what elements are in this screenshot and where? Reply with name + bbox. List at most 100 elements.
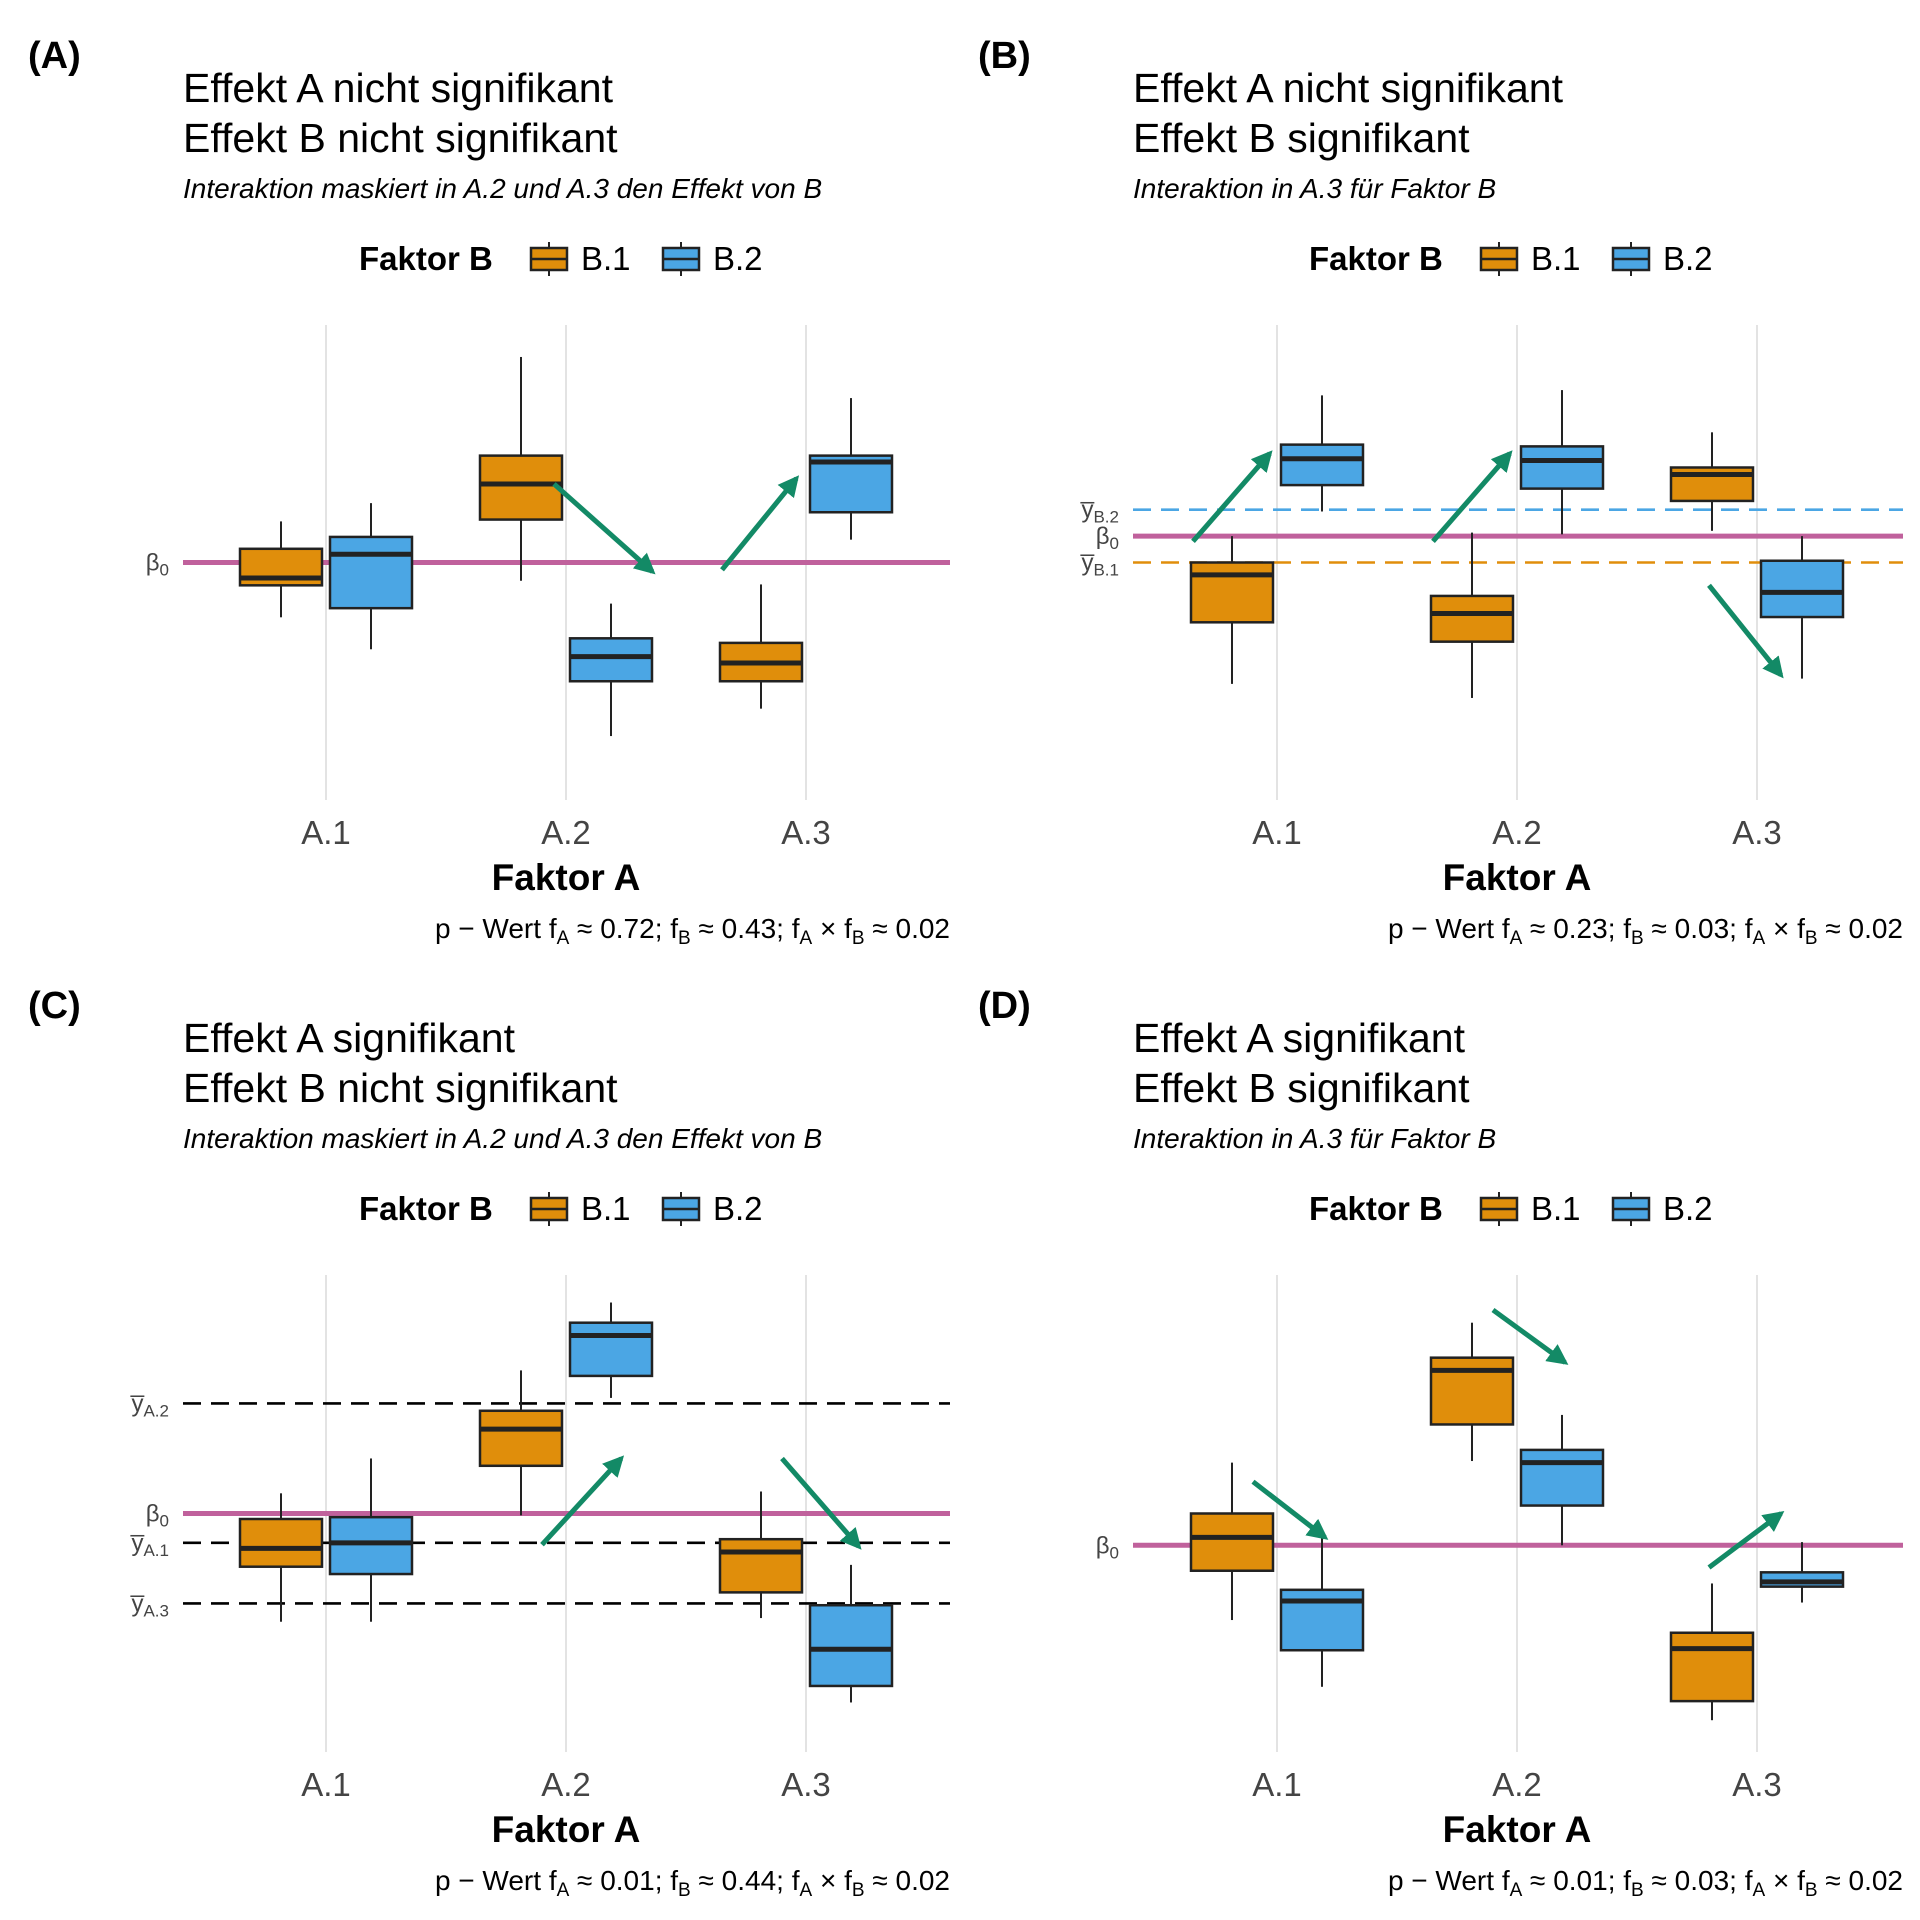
legend: Faktor B B.1 B.2 [1309, 1190, 1713, 1227]
iqr-box [328, 535, 414, 610]
box-a-2-b-2 [568, 1302, 654, 1398]
chart-subtitle: Interaktion in A.3 für Faktor B [1133, 173, 1496, 204]
iqr-box [1189, 1512, 1275, 1572]
box-a-1-b-1 [238, 521, 324, 618]
x-tick-label: A.3 [781, 1766, 831, 1803]
x-axis-label: Faktor A [492, 1809, 641, 1850]
legend-label: B.2 [1663, 1190, 1713, 1227]
box-a-3-b-2 [808, 1564, 894, 1703]
chart-title-line: Effekt A signifikant [1133, 1015, 1466, 1061]
legend-key-b-2 [661, 242, 701, 276]
chart-subtitle: Interaktion maskiert in A.2 und A.3 den … [183, 173, 822, 204]
iqr-box [808, 1603, 894, 1688]
box-a-3-b-1 [1669, 1583, 1755, 1721]
y-annotation-a-3: y̅A.3 [130, 1590, 169, 1620]
legend-key-b-2 [1611, 1192, 1651, 1226]
iqr-box [1759, 559, 1845, 619]
panel-label: (B) [978, 35, 1031, 77]
y-annotation-0: β0 [1096, 1532, 1119, 1562]
chart-title-line: Effekt B signifikant [1133, 115, 1470, 161]
x-tick-label: A.2 [541, 1766, 591, 1803]
iqr-box [1519, 445, 1605, 490]
legend-title: Faktor B [1309, 1190, 1443, 1227]
chart-title-line: Effekt A nicht signifikant [183, 65, 614, 111]
x-tick-label: A.1 [1252, 814, 1302, 851]
x-axis-label: Faktor A [1443, 1809, 1592, 1850]
box-a-1-b-1 [238, 1493, 324, 1622]
interaction-arrow [1251, 1479, 1329, 1540]
box-a-1-b-1 [1189, 536, 1275, 684]
iqr-box [718, 1537, 804, 1594]
iqr-box [478, 454, 564, 521]
interaction-arrow [780, 1456, 862, 1550]
interaction-arrow [720, 475, 800, 572]
legend-title: Faktor B [359, 1190, 493, 1227]
p-value-caption: p − Wert fA ≈ 0.72; fB ≈ 0.43; fA × fB ≈… [435, 913, 950, 949]
box-a-1-b-2 [1279, 1537, 1365, 1687]
y-annotation-0: β0 [146, 1501, 169, 1531]
legend-label: B.1 [581, 240, 631, 277]
iqr-box [568, 637, 654, 683]
interaction-arrow [1191, 450, 1273, 544]
chart-subtitle: Interaktion maskiert in A.2 und A.3 den … [183, 1123, 822, 1154]
y-annotation-0: β0 [1096, 523, 1119, 553]
p-value-caption: p − Wert fA ≈ 0.01; fB ≈ 0.03; fA × fB ≈… [1388, 1865, 1903, 1901]
legend-label: B.1 [1531, 1190, 1581, 1227]
iqr-box [1279, 443, 1365, 487]
legend-label: B.2 [1663, 240, 1713, 277]
box-a-1-b-2 [328, 503, 414, 650]
interaction-arrow [552, 482, 656, 575]
box-a-3-b-2 [808, 398, 894, 540]
iqr-box [568, 1321, 654, 1378]
iqr-box [238, 1517, 324, 1568]
box-a-3-b-1 [718, 1491, 804, 1619]
chart-title-line: Effekt B signifikant [1133, 1065, 1470, 1111]
x-tick-label: A.1 [1252, 1766, 1302, 1803]
x-tick-label: A.1 [301, 1766, 351, 1803]
chart-title-line: Effekt A signifikant [183, 1015, 516, 1061]
iqr-box [328, 1515, 414, 1576]
box-a-2-b-2 [568, 603, 654, 737]
y-annotation-b-2: y̅B.2 [1080, 497, 1119, 527]
box-a-3-b-1 [1669, 432, 1755, 531]
legend: Faktor B B.1 B.2 [1309, 240, 1713, 277]
box-a-1-b-2 [1279, 395, 1365, 512]
x-tick-label: A.3 [1732, 814, 1782, 851]
panel-label: (D) [978, 985, 1031, 1027]
box-a-3-b-2 [1759, 536, 1845, 679]
box-a-2-b-2 [1519, 390, 1605, 535]
iqr-box [1429, 1356, 1515, 1426]
x-tick-label: A.3 [781, 814, 831, 851]
box-a-1-b-2 [328, 1458, 414, 1622]
legend-label: B.2 [713, 240, 763, 277]
legend-key-b-2 [661, 1192, 701, 1226]
box-a-2-b-1 [478, 356, 564, 581]
legend-label: B.1 [1531, 240, 1581, 277]
x-tick-label: A.2 [1492, 814, 1542, 851]
legend-key-b-1 [1479, 242, 1519, 276]
x-tick-label: A.1 [301, 814, 351, 851]
p-value-caption: p − Wert fA ≈ 0.01; fB ≈ 0.44; fA × fB ≈… [435, 1865, 950, 1901]
legend-label: B.1 [581, 1190, 631, 1227]
x-tick-label: A.2 [1492, 1766, 1542, 1803]
chart-title-line: Effekt A nicht signifikant [1133, 65, 1564, 111]
interaction-arrow [540, 1455, 625, 1547]
x-tick-label: A.2 [541, 814, 591, 851]
interaction-arrow [1431, 450, 1513, 544]
legend-label: B.2 [713, 1190, 763, 1227]
box-a-1-b-1 [1189, 1462, 1275, 1621]
panel-label: (A) [28, 35, 81, 77]
legend-key-b-1 [529, 242, 569, 276]
iqr-box [478, 1409, 564, 1468]
legend-key-b-2 [1611, 242, 1651, 276]
y-annotation-a-1: y̅A.1 [130, 1530, 169, 1560]
chart-title-line: Effekt B nicht signifikant [183, 115, 618, 161]
legend-key-b-1 [529, 1192, 569, 1226]
legend-title: Faktor B [1309, 240, 1443, 277]
box-a-2-b-2 [1519, 1414, 1605, 1546]
iqr-box [1519, 1448, 1605, 1507]
